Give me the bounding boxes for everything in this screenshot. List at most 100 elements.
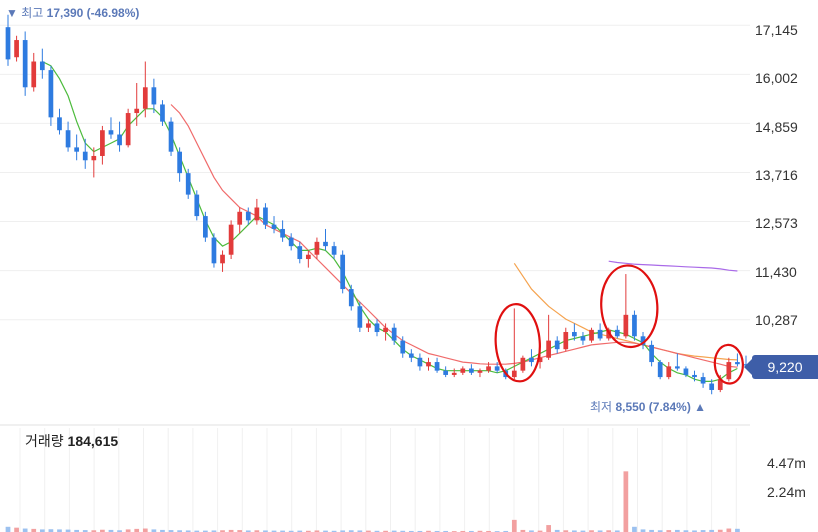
candle[interactable] [100,125,105,165]
candle[interactable] [39,48,45,79]
candle[interactable] [160,100,165,126]
candle[interactable] [48,65,54,126]
candle[interactable] [117,121,122,152]
volume-bar[interactable] [357,530,363,532]
volume-bar[interactable] [709,529,715,532]
candle[interactable] [168,117,174,156]
volume-bar[interactable] [674,529,680,532]
candle[interactable] [580,332,586,345]
candle[interactable] [554,336,560,354]
volume-bar[interactable] [237,530,243,532]
volume-bar[interactable] [520,529,526,532]
volume-bar[interactable] [563,530,569,532]
candle[interactable] [589,327,594,343]
volume-bar[interactable] [683,530,689,532]
candle[interactable] [408,349,414,363]
volume-bar[interactable] [511,519,517,532]
candle[interactable] [194,190,200,221]
volume-bar[interactable] [460,530,466,532]
volume-bar[interactable] [134,528,140,532]
volume-bars[interactable] [5,471,740,532]
candle[interactable] [614,325,620,339]
volume-bar[interactable] [477,530,483,532]
candle[interactable] [417,353,423,371]
volume-bar[interactable] [271,530,277,532]
volume-bar[interactable] [31,528,37,532]
volume-bar[interactable] [735,528,740,532]
candle[interactable] [74,134,80,161]
volume-bar[interactable] [640,529,646,532]
volume-bar[interactable] [434,530,440,532]
volume-bar[interactable] [220,530,225,532]
candle[interactable] [623,274,629,339]
candle[interactable] [22,31,28,96]
candle[interactable] [280,220,285,242]
candle[interactable] [125,108,131,148]
volume-bar[interactable] [589,530,594,532]
candle[interactable] [348,284,354,311]
volume-bar[interactable] [700,530,706,532]
volume-bar[interactable] [314,530,320,532]
candle[interactable] [735,353,740,367]
candle[interactable] [271,216,277,234]
candle[interactable] [546,314,551,360]
volume-bar[interactable] [305,530,311,532]
candlestick-series[interactable] [5,14,749,395]
candle[interactable] [692,370,697,382]
candle[interactable] [460,366,466,375]
volume-bar[interactable] [65,529,71,532]
candle[interactable] [323,228,328,251]
volume-bar[interactable] [374,530,380,532]
candle[interactable] [657,359,663,380]
volume-bar[interactable] [426,530,431,532]
candle[interactable] [245,207,251,225]
candle[interactable] [477,368,483,378]
volume-bar[interactable] [572,530,577,532]
volume-bar[interactable] [117,530,122,532]
volume-bar[interactable] [692,530,697,532]
candle[interactable] [57,108,62,135]
volume-bar[interactable] [486,530,491,532]
volume-bar[interactable] [5,526,11,532]
candle[interactable] [228,220,234,260]
candle[interactable] [177,147,182,182]
candle[interactable] [632,310,637,341]
candle[interactable] [366,319,371,333]
candle[interactable] [142,61,148,118]
volume-bar[interactable] [14,527,19,532]
candle[interactable] [709,379,715,395]
candle[interactable] [14,35,19,62]
volume-bar[interactable] [185,530,191,532]
volume-bar[interactable] [366,530,371,532]
candle[interactable] [151,78,157,114]
candle[interactable] [237,207,243,234]
candle[interactable] [674,353,680,371]
candle[interactable] [572,323,577,341]
candle[interactable] [391,323,397,345]
candle[interactable] [108,117,114,139]
volume-bar[interactable] [168,530,174,532]
candle[interactable] [134,82,140,126]
candle[interactable] [726,357,732,382]
candle[interactable] [374,319,380,337]
volume-bar[interactable] [597,530,603,532]
volume-bar[interactable] [632,526,637,532]
volume-bar[interactable] [48,529,54,532]
volume-bar[interactable] [74,529,80,532]
volume-bar[interactable] [203,530,208,532]
volume-bar[interactable] [614,530,620,532]
candle[interactable] [383,323,388,341]
candle[interactable] [254,198,260,225]
candle[interactable] [469,364,474,375]
volume-bar[interactable] [340,530,346,532]
volume-bar[interactable] [39,529,45,532]
candle[interactable] [91,147,97,178]
candle[interactable] [331,241,337,260]
volume-bar[interactable] [263,530,268,532]
volume-bar[interactable] [228,529,234,532]
volume-bar[interactable] [503,530,509,532]
volume-bar[interactable] [280,530,285,532]
candle[interactable] [314,237,320,260]
candle[interactable] [683,366,689,378]
volume-bar[interactable] [580,530,586,532]
